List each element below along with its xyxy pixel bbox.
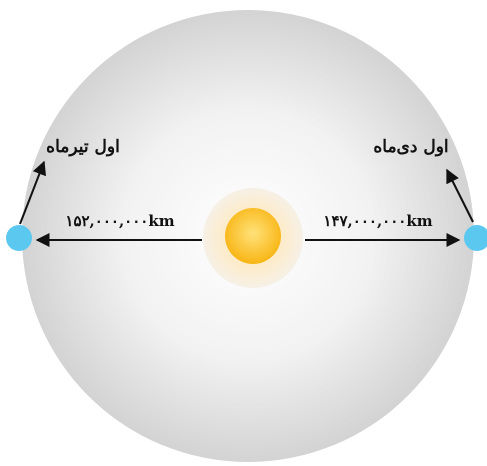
- right-distance-label: ۱۴۷,۰۰۰,۰۰۰km: [323, 212, 432, 230]
- right-date-label: اول دی‌ماه: [373, 137, 448, 157]
- earth-aphelion-icon: [6, 225, 32, 251]
- left-distance-label: ۱۵۲,۰۰۰,۰۰۰km: [65, 212, 174, 230]
- sun-icon: [203, 188, 303, 288]
- left-date-label: اول تیرماه: [46, 137, 120, 157]
